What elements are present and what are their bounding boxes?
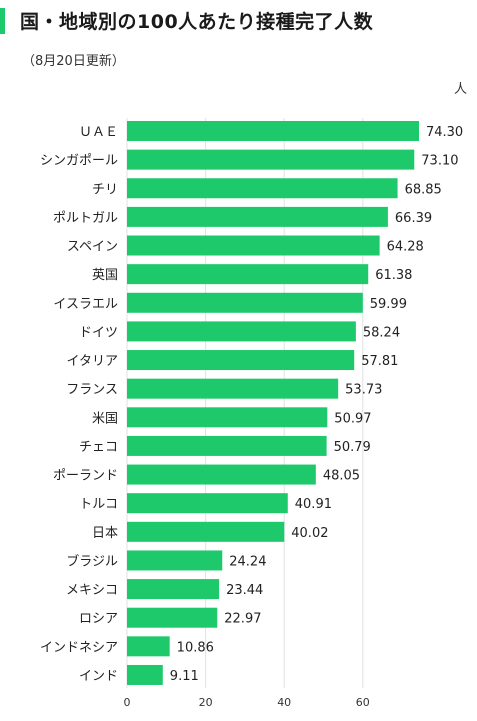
unit-label: 人 [453, 82, 467, 97]
category-label: イスラエル [53, 297, 118, 312]
value-label: 66.39 [395, 211, 432, 226]
category-label: ポルトガル [53, 211, 118, 226]
bar [127, 321, 356, 342]
value-label: 40.91 [295, 497, 332, 512]
category-labels: ＵＡＥ シンガポールチリポルトガルスペイン英国イスラエルドイツイタリアフランス米国… [40, 125, 118, 684]
bar [127, 292, 363, 313]
value-label: 59.99 [370, 297, 407, 312]
category-label: メキシコ [66, 583, 118, 598]
x-tick-label: 60 [356, 696, 370, 709]
value-label: 73.10 [421, 154, 458, 169]
category-label: 英国 [92, 268, 118, 283]
value-label: 10.86 [177, 640, 214, 655]
category-label: チリ [92, 182, 118, 197]
value-label: 53.73 [345, 383, 382, 398]
x-tick-label: 40 [277, 696, 291, 709]
x-tick-label: 20 [199, 696, 213, 709]
category-label: トルコ [79, 497, 118, 512]
category-label: ポーランド [53, 469, 118, 484]
chart-subtitle: （8月20日更新） [22, 54, 125, 69]
category-label: 日本 [92, 526, 118, 541]
category-label: シンガポール [40, 154, 118, 169]
value-label: 40.02 [291, 526, 328, 541]
value-label: 74.30 [426, 125, 463, 140]
bar [127, 493, 288, 514]
value-label: 57.81 [361, 354, 398, 369]
value-label: 61.38 [375, 268, 412, 283]
chart-title: 国・地域別の100人あたり接種完了人数 [20, 11, 374, 33]
value-labels: 74.30 73.10 68.85 66.39 64.28 61.38 59.99 58.24… [170, 125, 463, 684]
bar [127, 264, 369, 285]
bar [127, 636, 170, 657]
category-label: イタリア [67, 354, 118, 369]
bar [127, 149, 415, 170]
value-label: 64.28 [387, 240, 424, 255]
x-tick-label: 0 [124, 696, 131, 709]
title-accent-bar [0, 8, 5, 34]
category-label: スペイン [67, 240, 118, 255]
category-label: ドイツ [79, 325, 118, 340]
category-label: チェコ [79, 440, 118, 455]
value-label: 48.05 [323, 469, 360, 484]
value-label: 24.24 [229, 554, 266, 569]
bar [127, 579, 220, 600]
bar [127, 350, 355, 371]
bar [127, 378, 339, 399]
bar [127, 121, 419, 141]
value-label: 50.79 [334, 440, 371, 455]
value-label: 50.97 [334, 411, 371, 426]
bars [127, 121, 419, 685]
grid-lines [126, 118, 364, 688]
value-label: 23.44 [226, 583, 263, 598]
category-label: ロシア [79, 612, 118, 627]
bar [127, 178, 398, 199]
value-label: 68.85 [405, 182, 442, 197]
value-label: 58.24 [363, 325, 400, 340]
value-label: 22.97 [224, 612, 261, 627]
bar [127, 607, 218, 628]
category-label: 米国 [92, 411, 118, 426]
bar [127, 435, 327, 456]
value-label: 9.11 [170, 669, 199, 684]
bar [127, 550, 223, 571]
bar [127, 407, 328, 428]
category-label: インド [79, 669, 118, 684]
bar [127, 235, 380, 256]
bar [127, 464, 316, 485]
bar [127, 664, 163, 685]
category-label: ブラジル [66, 553, 118, 569]
category-label: ＵＡＥ [79, 125, 118, 140]
category-label: フランス [66, 383, 118, 398]
category-label: インドネシア [40, 640, 118, 655]
x-axis-ticks: 0 20 40 60 [124, 696, 370, 709]
bar [127, 206, 388, 227]
bar [127, 521, 285, 542]
